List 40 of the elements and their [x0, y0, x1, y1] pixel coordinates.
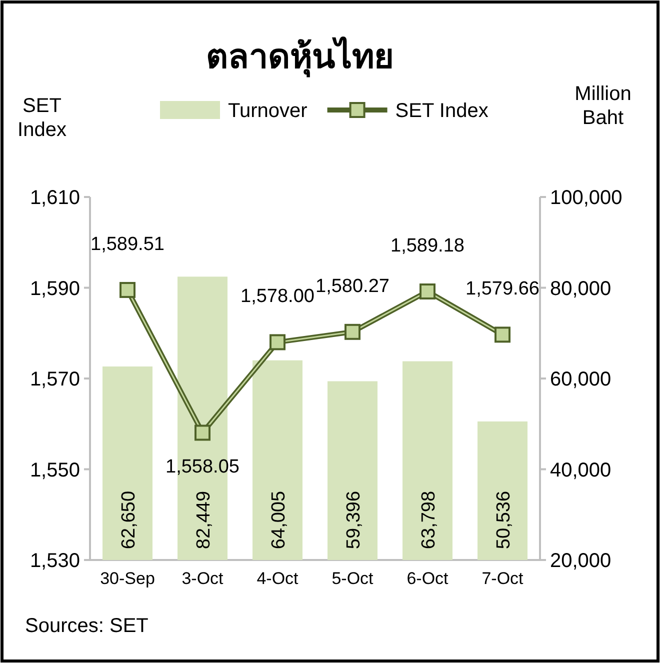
- x-tick-label: 4-Oct: [256, 569, 299, 588]
- data-label: 50,536: [494, 490, 514, 550]
- point: [494, 326, 510, 343]
- data-label: 1,589.18: [390, 235, 464, 256]
- legend-label: Turnover: [228, 100, 308, 122]
- data-label: 82,449: [194, 490, 214, 550]
- y-tick-label: 1,610: [30, 187, 80, 209]
- x-tick-label: 5-Oct: [332, 569, 374, 588]
- data-label: 1,578.00: [240, 286, 314, 308]
- data-label: 1,580.27: [316, 276, 390, 297]
- x-tick-label: 3-Oct: [182, 569, 224, 588]
- data-label: 1,589.51: [90, 234, 164, 255]
- point: [420, 283, 436, 300]
- data-label: 1,579.66: [466, 278, 540, 300]
- source-note: Sources: SET: [25, 615, 148, 637]
- y-tick-label: 1,590: [30, 278, 80, 300]
- y2-tick-label: 40,000: [550, 459, 612, 482]
- point: [120, 282, 136, 298]
- point: [344, 324, 360, 340]
- data-label: 59,396: [344, 490, 364, 550]
- y2-tick-label: 20,000: [550, 550, 612, 572]
- y2-tick-label: 100,000: [550, 187, 622, 209]
- point: [270, 334, 286, 350]
- data-label: 62,650: [118, 490, 140, 550]
- data-label: 64,005: [268, 490, 290, 550]
- y-tick-label: 1,530: [30, 550, 80, 572]
- x-tick-label: 7-Oct: [482, 569, 524, 588]
- data-label: 63,798: [418, 490, 440, 550]
- data-label: 1,558.05: [166, 456, 240, 478]
- x-tick-label: 30-Sep: [100, 569, 155, 588]
- y2-tick-label: 60,000: [550, 368, 612, 390]
- x-tick-label: 6-Oct: [406, 569, 449, 588]
- y2-axis-title: Million Baht: [574, 83, 632, 129]
- legend-label: SET Index: [395, 100, 488, 122]
- point: [194, 424, 210, 441]
- chart-title: ตลาดหุ้นไทย: [206, 36, 394, 78]
- y2-tick-label: 80,000: [550, 278, 612, 300]
- y-tick-label: 1,550: [30, 459, 80, 482]
- y-tick-label: 1,570: [30, 368, 80, 390]
- y-axis-title: SET Index: [18, 95, 66, 141]
